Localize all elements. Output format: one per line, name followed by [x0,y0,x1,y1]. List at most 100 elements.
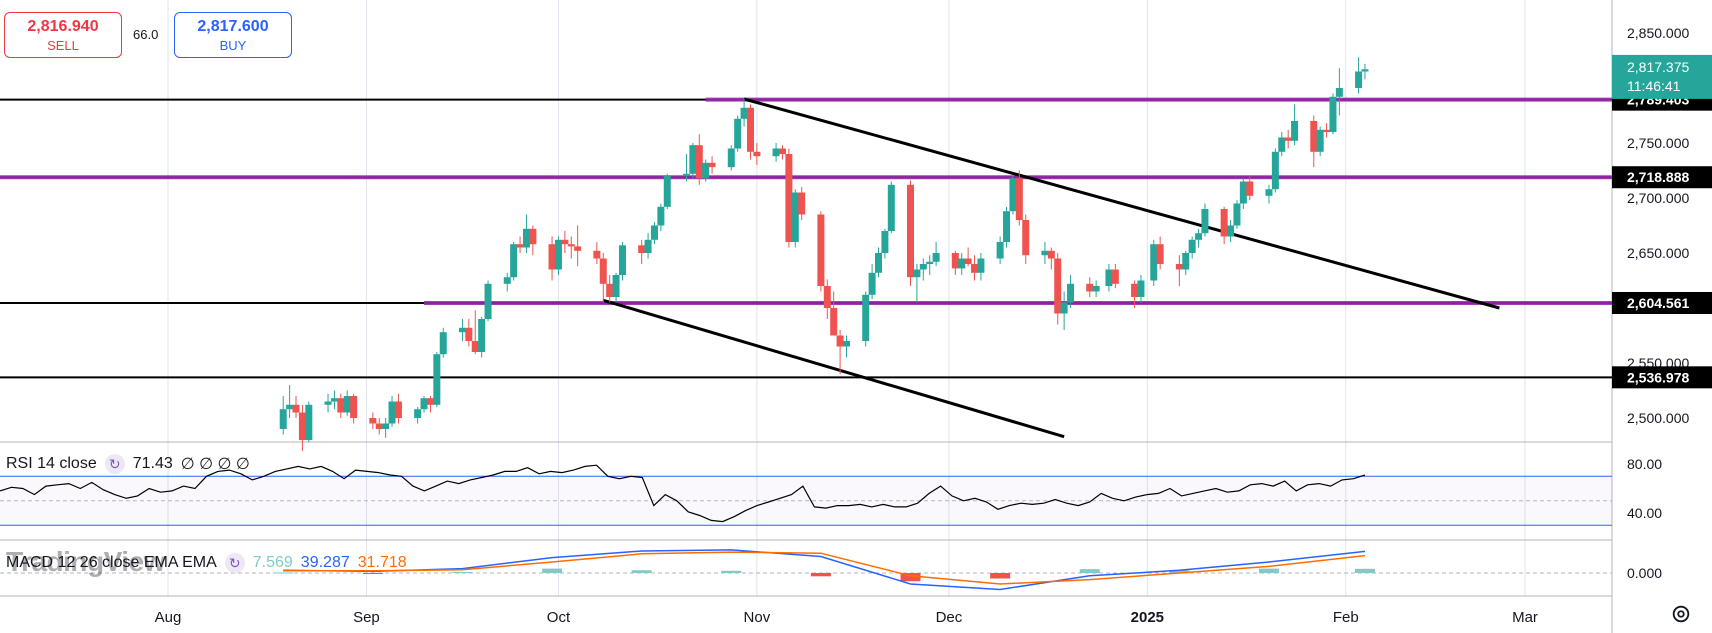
candle-body [324,401,332,405]
candle-body [599,258,607,284]
candle-body [1067,283,1075,303]
macd-tick-label: 0.000 [1627,565,1662,581]
price-tick-label: 2,650.000 [1627,245,1689,261]
candle [971,255,979,281]
candle [465,319,473,347]
candle-body [996,242,1004,259]
candle-body [484,283,492,319]
rsi-legend[interactable]: RSI 14 close ↻ 71.43 ∅ ∅ ∅ ∅ [6,454,250,474]
candle-body [1111,269,1119,284]
macd-histogram-bar [452,571,473,573]
sell-button[interactable]: 2,816.940 SELL [4,12,122,58]
candle [612,272,620,303]
price-tick-label: 2,750.000 [1627,135,1689,151]
macd-legend[interactable]: MACD 12 26 close EMA EMA ↻ 7.569 39.287 … [6,553,407,573]
macd-histogram-bar [1169,570,1190,573]
macd-histogram-bar [990,573,1011,579]
candle-body [836,335,844,347]
rsi-extras: ∅ ∅ ∅ ∅ [180,456,250,473]
candle [753,143,761,165]
candle-body [561,239,569,245]
candle [1335,68,1343,116]
candle-body [388,401,396,424]
candle-body [1182,253,1190,270]
candle-body [1361,69,1369,72]
rsi-label: RSI 14 close [6,455,97,472]
candle-body [817,214,825,286]
candle [1175,255,1183,286]
macd-histogram-value: 7.569 [252,554,293,571]
candle-body [567,244,575,247]
candle-body [887,184,895,231]
buy-price: 2,817.600 [197,18,269,35]
candle-body [1227,225,1235,237]
candle-body [369,418,377,424]
current-price-label: 2,817.375 [1627,59,1689,75]
candle-body [823,286,831,308]
sell-label: SELL [47,38,79,53]
candle-body [394,401,402,418]
level-price-label: 2,604.561 [1627,295,1689,311]
candle-body [727,148,735,168]
refresh-icon[interactable]: ↻ [104,454,125,474]
candle [414,407,422,424]
candle [478,316,486,358]
candle-body [1086,283,1094,292]
time-axis-label: Mar [1512,609,1538,626]
candle [996,236,1004,264]
candle [1246,176,1254,201]
candle [1003,206,1011,248]
candle [1271,148,1279,193]
candle-body [875,253,883,273]
candle [663,173,671,209]
settings-gear-icon[interactable] [1670,603,1692,625]
candle-body [1015,178,1023,220]
candle-body [516,244,524,248]
sell-price: 2,816.940 [27,18,99,35]
candle [1086,277,1094,297]
candle [529,225,537,256]
candle [727,145,735,171]
candle-body [740,107,748,119]
candle [394,393,402,424]
candle [292,396,300,418]
candle [926,255,934,275]
candle-body [663,176,671,207]
candle-body [919,264,927,270]
buy-button[interactable]: 2,817.600 BUY [174,12,292,58]
rsi-tick-label: 40.00 [1627,505,1662,521]
candle [868,264,876,300]
candle [484,280,492,322]
candle-body [785,154,793,242]
candle-body [708,162,716,168]
candle [1105,264,1113,292]
macd-label: MACD 12 26 close EMA EMA [6,554,217,571]
candle [977,253,985,281]
candle-body [574,246,582,251]
current-price-tag [1612,54,1712,99]
candle [1067,275,1075,308]
candle-body [330,398,338,402]
candle [1265,184,1273,204]
candle-body [862,294,870,341]
time-axis-label: 2025 [1131,609,1164,626]
candle [1041,242,1049,264]
candle-body [1137,280,1145,297]
buy-label: BUY [219,38,247,53]
candle-body [1291,121,1299,141]
candle-body [1041,250,1049,256]
candle [913,264,921,303]
refresh-icon[interactable]: ↻ [224,553,245,573]
candle [964,247,972,267]
candle-body [971,264,979,273]
candle-body [292,404,300,413]
candle-body [458,327,466,333]
level-price-label: 2,536.978 [1627,369,1689,385]
candle [1060,291,1068,330]
price-tick-label: 2,850.000 [1627,25,1689,41]
candle-body [1175,264,1183,270]
candle-body [1284,137,1292,141]
macd-signal-line [283,551,1366,585]
time-axis-label: Sep [353,609,380,626]
